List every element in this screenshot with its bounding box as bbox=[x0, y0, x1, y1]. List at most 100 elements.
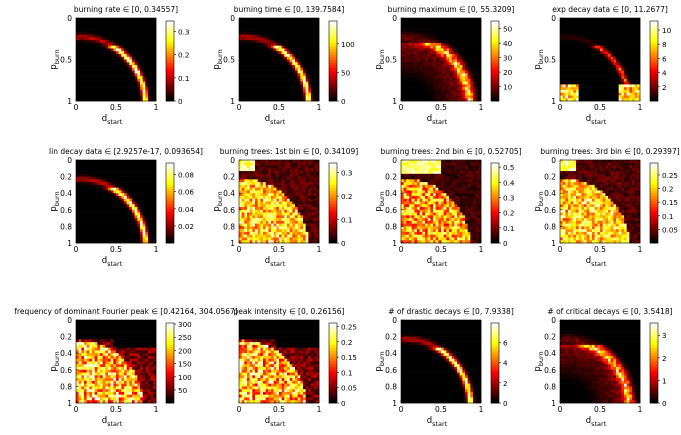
heatmap-cell bbox=[100, 173, 103, 177]
heatmap-cell bbox=[247, 20, 250, 24]
heatmap-cell bbox=[470, 81, 474, 85]
heatmap-cell bbox=[142, 51, 146, 55]
heatmap-cell bbox=[297, 84, 301, 88]
heatmap-cell bbox=[108, 171, 111, 175]
heatmap-cell bbox=[145, 84, 149, 88]
heatmap-cell bbox=[153, 168, 157, 172]
heatmap-cell bbox=[150, 48, 154, 52]
heatmap-cell bbox=[276, 73, 280, 77]
heatmap-cell bbox=[629, 29, 633, 33]
heatmap-cell bbox=[110, 195, 114, 200]
heatmap-cell bbox=[265, 65, 269, 69]
heatmap-cell bbox=[417, 48, 420, 52]
heatmap-cell bbox=[268, 62, 272, 66]
colorbar-tick-label: 50 bbox=[341, 68, 351, 77]
heatmap-cell bbox=[263, 84, 266, 88]
heatmap-cell bbox=[252, 29, 256, 33]
colorbar-segment bbox=[491, 99, 499, 102]
heatmap-cell bbox=[137, 162, 141, 166]
heatmap-cell bbox=[113, 179, 117, 183]
heatmap-cell bbox=[308, 67, 312, 71]
heatmap-cell bbox=[78, 190, 82, 194]
heatmap-cell bbox=[89, 218, 93, 222]
heatmap-cell bbox=[257, 65, 261, 69]
heatmap-cell bbox=[629, 59, 633, 63]
heatmap-cell bbox=[597, 51, 601, 55]
colorbar-segment bbox=[329, 45, 337, 48]
heatmap-cell bbox=[473, 26, 476, 30]
heatmap-cell bbox=[451, 87, 455, 91]
heatmap-cell bbox=[454, 56, 458, 60]
heatmap-cell bbox=[134, 40, 138, 44]
colorbar-segment bbox=[166, 165, 174, 168]
heatmap-cell bbox=[475, 92, 479, 96]
heatmap-cell bbox=[134, 229, 138, 233]
heatmap-cell bbox=[592, 84, 595, 88]
heatmap-cell bbox=[132, 198, 135, 202]
colorbar-segment bbox=[650, 79, 658, 82]
heatmap-cell bbox=[465, 59, 468, 63]
heatmap-cell bbox=[605, 62, 609, 66]
heatmap-cell bbox=[467, 20, 471, 24]
heatmap-cell bbox=[150, 42, 154, 46]
heatmap-cell bbox=[89, 209, 93, 213]
colorbar-segment bbox=[650, 25, 658, 28]
heatmap-cell bbox=[129, 215, 133, 219]
heatmap-cell bbox=[86, 220, 90, 224]
heatmap-cell bbox=[443, 59, 447, 63]
heatmap-cell bbox=[142, 215, 146, 219]
heatmap-cell bbox=[417, 53, 420, 58]
heatmap-cell bbox=[422, 26, 426, 30]
heatmap-cell bbox=[602, 45, 606, 49]
colorbar-segment bbox=[491, 69, 499, 72]
heatmap-cell bbox=[610, 65, 614, 69]
heatmap-cell bbox=[132, 87, 135, 91]
heatmap-cell bbox=[300, 40, 304, 44]
heatmap-cell bbox=[121, 237, 125, 241]
colorbar-segment bbox=[166, 215, 174, 218]
heatmap-cell bbox=[129, 209, 133, 213]
x-tick-label: 1 bbox=[479, 103, 484, 112]
heatmap-cell bbox=[257, 59, 261, 63]
heatmap-cell bbox=[137, 87, 141, 91]
heatmap-cell bbox=[562, 48, 566, 52]
heatmap-cell bbox=[110, 73, 114, 77]
heatmap-cell bbox=[92, 51, 95, 55]
y-axis-label-subscript: burn bbox=[537, 49, 545, 64]
heatmap-cell bbox=[255, 48, 258, 52]
heatmap-cell bbox=[129, 220, 133, 224]
heatmap-cell bbox=[129, 212, 133, 216]
heatmap-cell bbox=[600, 26, 603, 30]
heatmap-cell bbox=[403, 70, 407, 74]
heatmap-cell bbox=[132, 45, 135, 49]
heatmap-cell bbox=[239, 76, 242, 80]
heatmap-cell bbox=[430, 20, 434, 24]
heatmap-cell bbox=[241, 56, 245, 60]
heatmap-cell bbox=[100, 31, 103, 35]
colorbar-segment bbox=[166, 41, 174, 44]
heatmap-cell bbox=[118, 59, 122, 63]
heatmap-cell bbox=[86, 234, 90, 238]
heatmap-cell bbox=[592, 45, 595, 49]
y-axis-label-subscript: burn bbox=[216, 49, 224, 64]
heatmap-cell bbox=[148, 29, 151, 33]
heatmap-cell bbox=[419, 26, 423, 30]
heatmap-cell bbox=[252, 162, 256, 166]
colorbar-segment bbox=[650, 37, 658, 40]
heatmap-cell bbox=[97, 48, 101, 52]
heatmap-cell bbox=[459, 23, 463, 27]
heatmap-cell bbox=[292, 87, 296, 91]
heatmap-cell bbox=[137, 70, 141, 74]
heatmap-cell bbox=[287, 20, 290, 24]
heatmap-cell bbox=[102, 65, 106, 69]
heatmap-cell bbox=[148, 171, 151, 175]
heatmap-cell bbox=[586, 62, 590, 66]
heatmap-cell bbox=[118, 84, 122, 88]
heatmap-cell bbox=[454, 65, 458, 69]
heatmap-cell bbox=[632, 59, 635, 63]
heatmap-cell bbox=[600, 87, 603, 91]
colorbar-segment bbox=[650, 97, 658, 100]
heatmap-cell bbox=[140, 48, 143, 52]
heatmap-cell bbox=[433, 51, 436, 55]
heatmap-cell bbox=[473, 23, 476, 27]
